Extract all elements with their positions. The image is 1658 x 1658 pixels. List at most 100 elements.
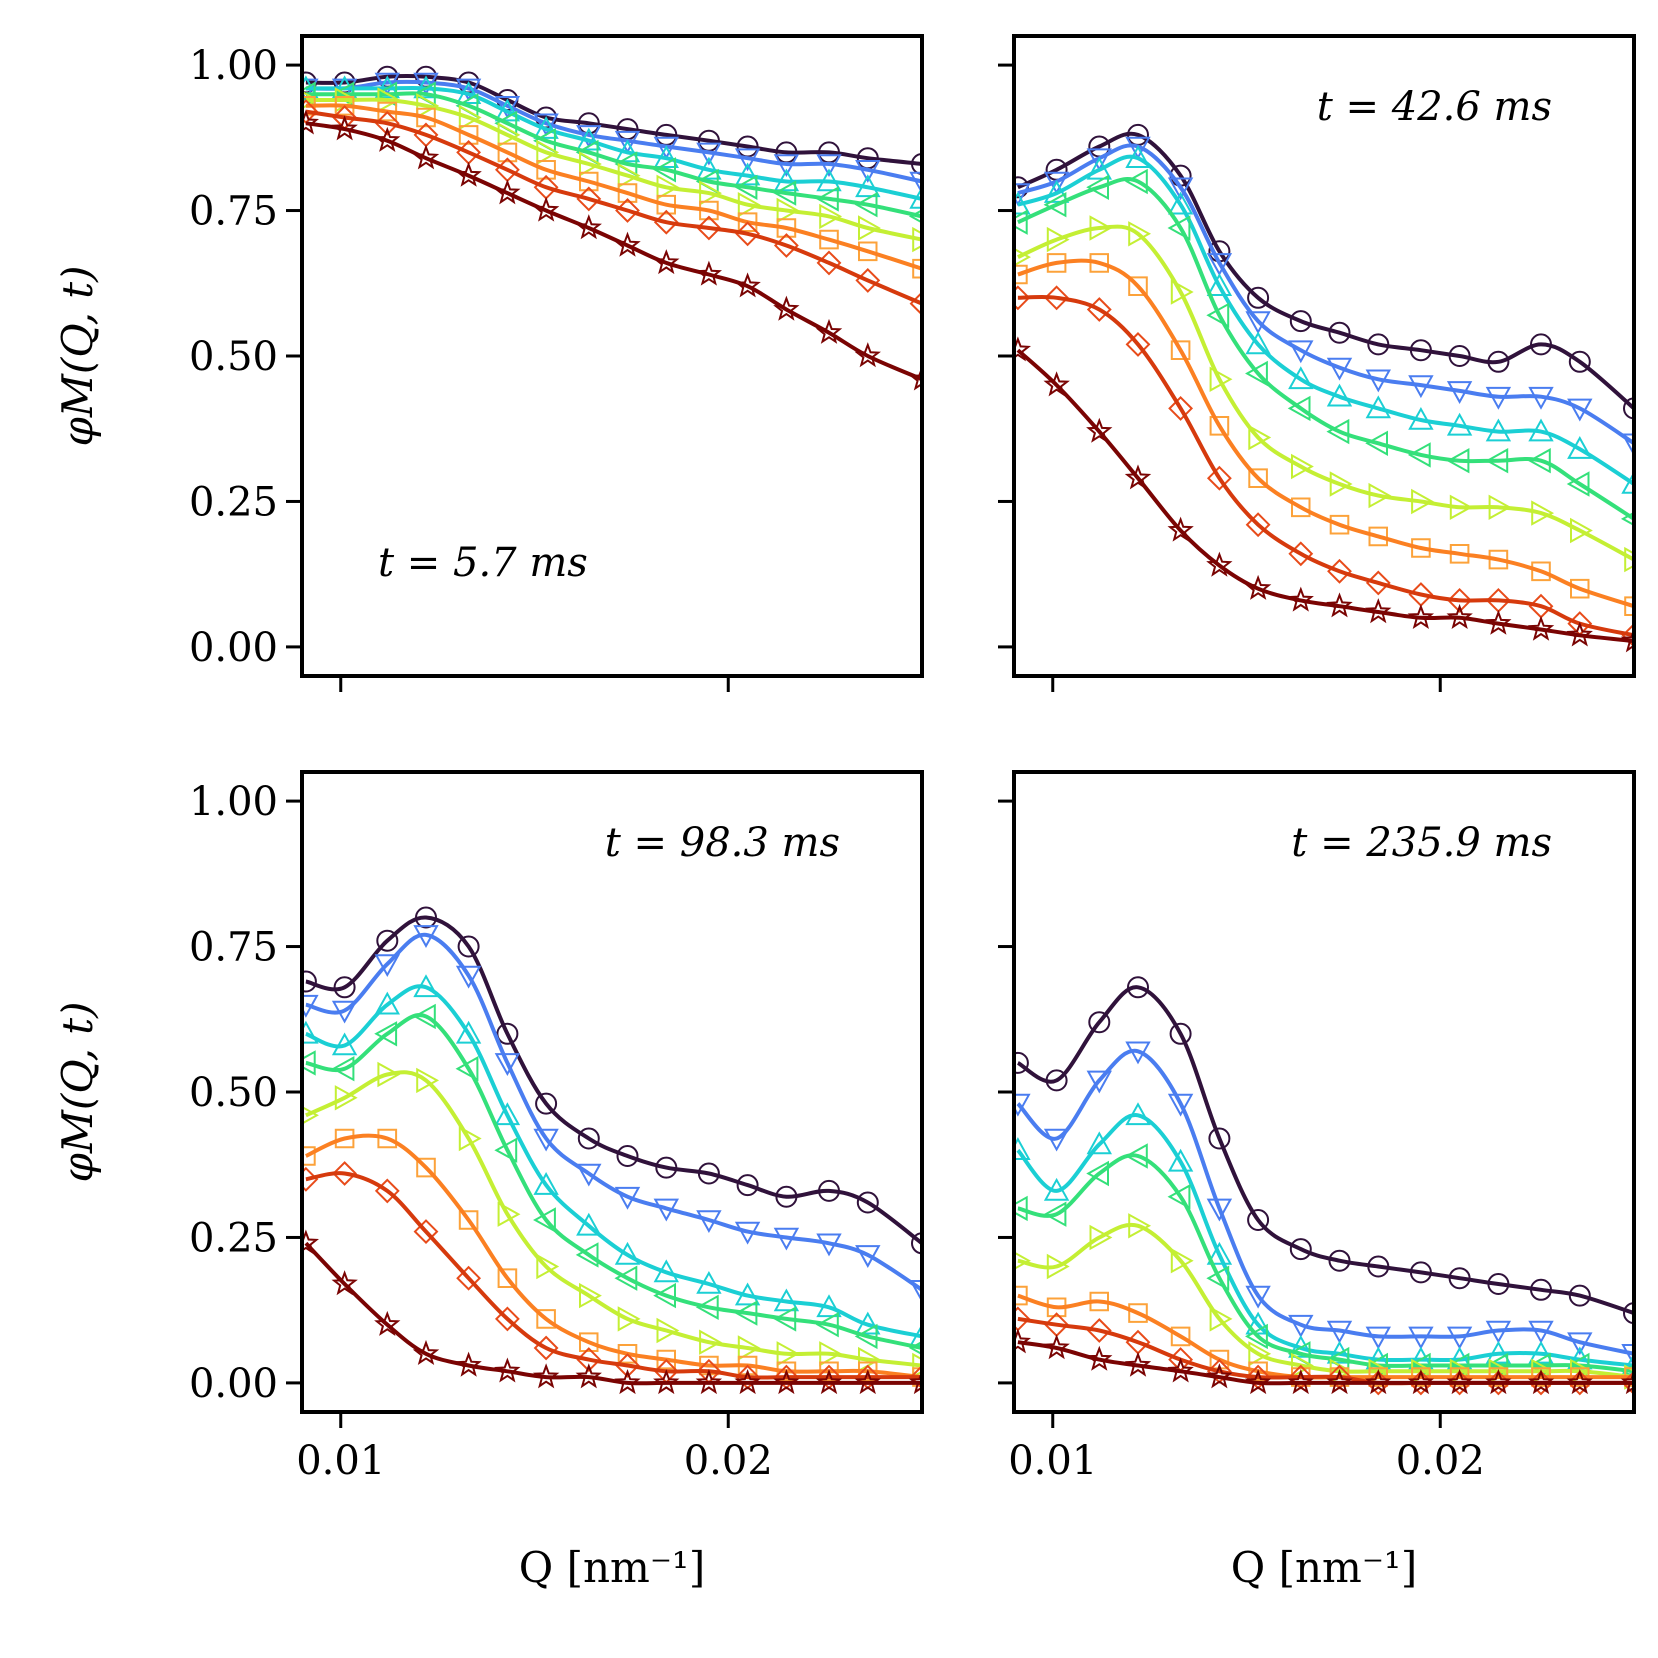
data-point (1167, 1093, 1194, 1117)
data-point (1014, 247, 1031, 267)
fit-line (1017, 1222, 1634, 1380)
data-point (579, 151, 602, 177)
data-point (377, 1061, 401, 1088)
data-point (1289, 1238, 1312, 1261)
data-point (1206, 273, 1233, 296)
data-point (302, 1146, 316, 1166)
data-point (533, 1128, 559, 1152)
fit-line (1017, 1340, 1634, 1386)
fit-line (1017, 131, 1634, 410)
data-point (1485, 1369, 1512, 1395)
fit-line (305, 915, 922, 1245)
data-point (532, 1363, 560, 1389)
data-point (455, 1020, 482, 1044)
data-point (1531, 561, 1551, 582)
data-point (1291, 497, 1311, 518)
data-point (1291, 453, 1314, 480)
y-tick-label: 0.50 (189, 334, 278, 380)
data-point (577, 1127, 600, 1150)
data-point (1043, 192, 1067, 218)
data-point (1167, 516, 1194, 542)
panel-2: t = 42.6 ms (998, 34, 1636, 692)
data-point (1086, 1070, 1112, 1094)
data-point (1089, 1291, 1109, 1312)
data-point (1014, 1195, 1028, 1222)
data-point (458, 1210, 479, 1230)
data-point (1125, 331, 1151, 357)
data-point (1527, 1369, 1555, 1395)
data-point (736, 1174, 759, 1197)
data-point (1244, 1369, 1272, 1395)
series-1 (302, 906, 922, 1255)
data-point (1014, 285, 1031, 311)
series-3 (302, 974, 922, 1347)
y-tick-label: 1.00 (189, 43, 278, 89)
series-2 (1014, 1041, 1634, 1367)
fit-line (1017, 258, 1634, 609)
data-point (617, 183, 638, 203)
data-point (377, 1128, 398, 1149)
series-8 (1014, 336, 1634, 653)
data-point (302, 1050, 316, 1076)
data-point (458, 104, 482, 131)
series-2 (1014, 136, 1634, 457)
data-point (497, 142, 518, 163)
data-point (912, 258, 922, 279)
data-point (1287, 395, 1311, 422)
data-point (1124, 168, 1148, 195)
data-point (735, 221, 761, 247)
data-point (1014, 1051, 1029, 1074)
data-point (1485, 609, 1512, 635)
data-point (302, 99, 319, 125)
data-point (1621, 1344, 1634, 1367)
data-point (1411, 538, 1431, 558)
data-point (334, 1085, 358, 1111)
plot-area (1014, 976, 1634, 1396)
data-point (1621, 622, 1634, 648)
series-5 (302, 87, 922, 253)
data-point (1488, 549, 1509, 570)
plot-area (1014, 123, 1634, 653)
data-point (815, 1312, 839, 1338)
data-point (533, 1207, 556, 1233)
fit-line (1016, 1113, 1634, 1368)
data-point (773, 1369, 800, 1395)
data-point (614, 1265, 638, 1291)
fit-line (305, 1133, 922, 1380)
data-point (1329, 514, 1350, 535)
data-point (1014, 264, 1028, 285)
data-point (1014, 1328, 1031, 1354)
data-point (333, 976, 356, 999)
data-point (416, 107, 436, 128)
data-point (616, 1145, 639, 1167)
fit-line (305, 121, 922, 382)
data-point (1208, 1127, 1231, 1150)
data-point (656, 174, 680, 200)
data-point (1566, 621, 1593, 647)
data-point (1245, 1323, 1268, 1350)
data-point (1086, 1131, 1112, 1155)
series-6 (302, 96, 922, 279)
data-point (819, 229, 839, 250)
x-axis-label: Q [nm⁻¹] (519, 1543, 705, 1592)
y-tick-label: 0.25 (189, 479, 278, 525)
data-point (1167, 177, 1194, 201)
data-point (1568, 1284, 1591, 1307)
data-point (734, 1369, 761, 1395)
series-4 (1014, 168, 1634, 527)
data-point (1326, 592, 1353, 618)
fit-line (305, 984, 922, 1339)
series-2 (302, 72, 922, 195)
data-point (1127, 976, 1149, 999)
y-tick-label: 0.75 (189, 925, 278, 971)
data-point (1248, 1341, 1272, 1367)
data-point (1124, 1143, 1148, 1169)
data-point (1014, 183, 1031, 207)
data-point (1014, 1285, 1028, 1306)
y-tick-label: 0.75 (189, 189, 278, 235)
data-point (1169, 1022, 1192, 1045)
x-tick-label: 0.02 (1396, 1438, 1485, 1484)
data-point (1168, 395, 1194, 421)
fit-line (305, 1070, 922, 1368)
data-point (695, 1369, 723, 1395)
